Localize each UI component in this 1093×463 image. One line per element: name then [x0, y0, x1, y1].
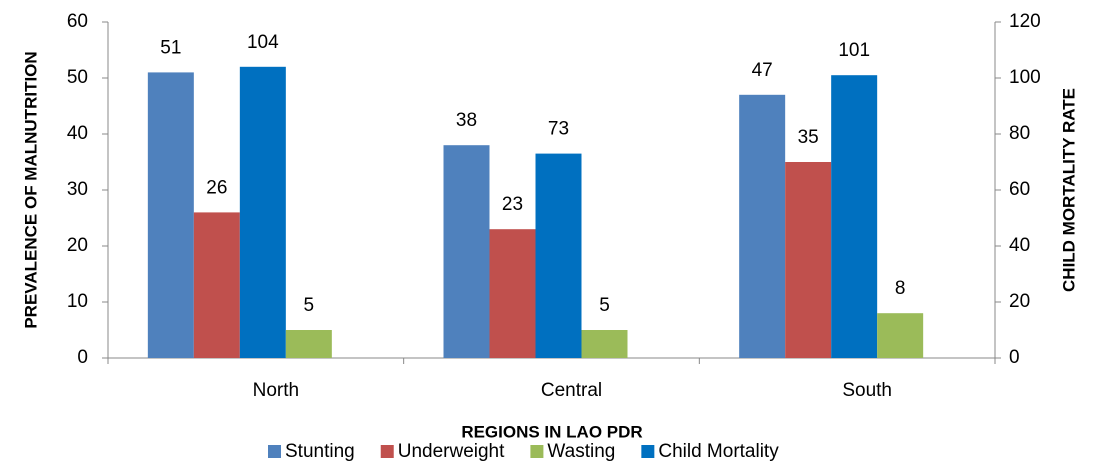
y2-tick-label: 0 [1009, 347, 1020, 368]
y2-tick-label: 60 [1009, 179, 1030, 200]
bar [193, 212, 240, 358]
data-label: 73 [548, 119, 569, 140]
bar [489, 229, 536, 358]
data-label: 47 [752, 60, 773, 81]
bar [785, 162, 832, 358]
bar [831, 75, 878, 358]
bar [239, 66, 286, 359]
y2-axis-title: CHILD MORTALITY RATE [1059, 88, 1078, 292]
legend-swatch [268, 445, 281, 458]
y2-tick-label: 100 [1009, 67, 1041, 88]
bar [285, 330, 332, 358]
legend-label: Stunting [285, 441, 355, 462]
data-label: 51 [160, 37, 181, 58]
legend-label: Underweight [398, 441, 505, 462]
x-tick-label: North [253, 380, 299, 401]
legend-swatch [380, 445, 394, 458]
y-axis-title: PREVALENCE OF MALNUTRITION [21, 51, 40, 328]
data-label: 8 [895, 278, 906, 299]
y2-tick-label: 80 [1009, 123, 1030, 144]
legend-label: Wasting [547, 441, 615, 462]
legend-swatch [641, 445, 655, 458]
y-tick-label: 20 [67, 235, 88, 256]
legend-swatch [530, 445, 544, 458]
data-label: 5 [304, 295, 315, 316]
y-tick-label: 30 [67, 179, 88, 200]
data-label: 35 [798, 127, 819, 148]
x-tick-label: Central [541, 380, 602, 401]
data-label: 104 [247, 32, 279, 53]
y-tick-label: 60 [67, 11, 88, 32]
y2-tick-label: 120 [1009, 11, 1041, 32]
y2-tick-label: 20 [1009, 291, 1030, 312]
bar [581, 330, 628, 358]
data-label: 26 [206, 177, 227, 198]
data-label: 101 [838, 40, 870, 61]
legend-label: Child Mortality [658, 441, 779, 462]
bar [535, 153, 582, 358]
x-tick-label: South [842, 380, 892, 401]
y-tick-label: 0 [77, 347, 88, 368]
bar [147, 72, 194, 359]
data-label: 38 [456, 110, 477, 131]
y-tick-label: 50 [67, 67, 88, 88]
data-label: 23 [502, 194, 523, 215]
y-tick-label: 40 [67, 123, 88, 144]
y-tick-label: 10 [67, 291, 88, 312]
bar [877, 313, 924, 358]
data-label: 5 [599, 295, 610, 316]
y2-tick-label: 40 [1009, 235, 1030, 256]
bar [739, 94, 786, 359]
x-axis-title: REGIONS IN LAO PDR [461, 422, 642, 441]
bar [443, 145, 490, 358]
